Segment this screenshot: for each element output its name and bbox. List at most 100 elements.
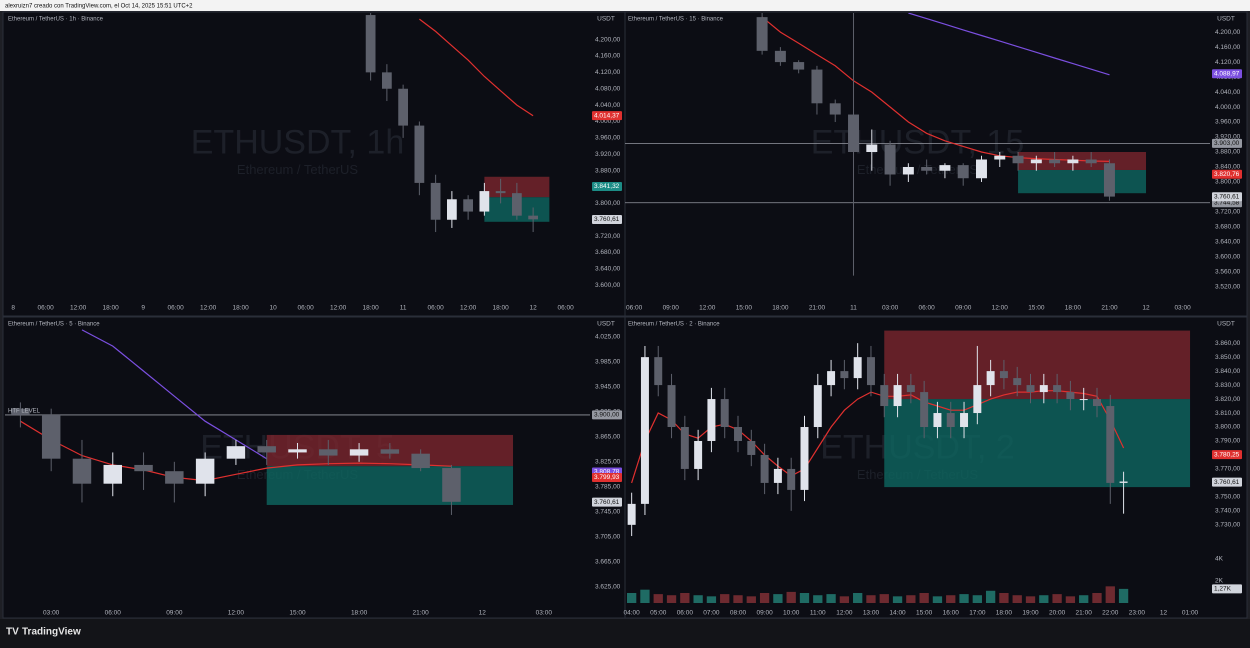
plot: [625, 13, 1210, 276]
y-tick-label: 4.000,00: [1215, 104, 1241, 111]
candle-body: [72, 458, 92, 484]
x-tick-label: 12: [479, 610, 487, 617]
price-tag: [1212, 450, 1242, 460]
plot: [365, 13, 550, 233]
price-tag-label: 3.841,32: [594, 183, 620, 190]
candle-body: [165, 471, 184, 484]
volume-bar: [999, 593, 1009, 603]
candle-body: [773, 468, 782, 483]
y-tick-label: 3.770,00: [1215, 466, 1241, 473]
x-tick-label: 11: [850, 305, 857, 312]
y-tick-label: 3.800,00: [595, 200, 621, 207]
x-tick-label: 06:00: [677, 610, 694, 617]
y-tick-label: 3.745,00: [595, 509, 621, 516]
y-tick-label: 3.520,00: [1215, 284, 1241, 291]
candle-body: [442, 468, 461, 502]
target-zone: [266, 466, 514, 505]
x-tick-label: 12:00: [460, 305, 477, 312]
candle-body: [694, 440, 703, 469]
x-tick-label: 06:00: [427, 305, 444, 312]
candle-body: [720, 399, 729, 428]
unit-box: [592, 318, 622, 328]
candle-body: [134, 464, 153, 472]
x-tick-label: 12: [530, 305, 538, 312]
volume-bar: [799, 593, 810, 603]
y-tick-label: 3.810,00: [1215, 410, 1241, 417]
candle-body: [1085, 159, 1097, 164]
x-tick-label: 03:00: [1174, 305, 1191, 312]
unit: USDT: [1217, 321, 1235, 328]
candle-body: [800, 427, 809, 490]
candle-body: [1093, 399, 1101, 407]
price-tag: [1212, 169, 1242, 179]
x-tick-label: 03:00: [43, 610, 60, 617]
volume-bar: [773, 594, 783, 603]
volume-tag: [1212, 584, 1242, 594]
brand-logo: TV: [6, 627, 19, 638]
hline-tag-label: 3.903,00: [1214, 140, 1240, 147]
unit: USDT: [597, 16, 615, 23]
candle-body: [774, 50, 786, 63]
plot: [5, 329, 590, 515]
y-tick-label: 3.640,00: [1215, 239, 1241, 246]
candle-body: [793, 62, 805, 70]
candle-body: [1106, 406, 1115, 483]
price-tag: [592, 111, 622, 121]
volume-bar: [906, 595, 916, 603]
x-tick-label: 12:00: [200, 305, 217, 312]
volume-tick-label: 4K: [1215, 555, 1224, 562]
x-tick-label: 09:00: [955, 305, 972, 312]
candle-body: [902, 166, 914, 175]
price-tag-label: 3.820,76: [1214, 171, 1240, 178]
x-tick-label: 11: [400, 305, 407, 312]
y-tick-label: 3.600,00: [1215, 254, 1241, 261]
price-tag-label: 3.760,61: [1214, 193, 1240, 200]
y-tick-label: 3.640,00: [595, 266, 621, 273]
candle-body: [960, 413, 969, 428]
y-tick-label: 3.720,00: [1215, 209, 1241, 216]
annotation: HTF LEVEL: [8, 408, 41, 414]
y-tick-label: 4.000,00: [595, 118, 621, 125]
volume-bar: [932, 596, 943, 603]
x-tick-label: 18:00: [102, 305, 119, 312]
y-tick-label: 3.680,00: [595, 249, 621, 256]
candle-body: [380, 449, 400, 454]
y-tick-label: 3.680,00: [1215, 224, 1241, 231]
y-tick-label: 4.160,00: [1215, 44, 1241, 51]
y-tick-label: 4.080,00: [595, 85, 621, 92]
candle-body: [495, 191, 506, 194]
y-tick-label: 3.850,00: [1215, 354, 1241, 361]
candle-body: [946, 413, 955, 428]
x-tick-label: 8: [11, 305, 15, 312]
price-tag: [592, 472, 622, 482]
candle-body: [414, 125, 425, 183]
price-tag: [1212, 69, 1242, 79]
candle-body: [756, 17, 768, 51]
candle-body: [1066, 392, 1075, 400]
x-tick-label: 21:00: [809, 305, 826, 312]
unit: USDT: [597, 321, 615, 328]
x-tick-label: 18:00: [772, 305, 789, 312]
candle-body: [654, 357, 663, 386]
x-tick-label: 06:00: [919, 305, 936, 312]
x-tick-label: 12:00: [70, 305, 87, 312]
hline-tag-label: 3.900,00: [594, 412, 620, 419]
hline-tag: [592, 410, 622, 420]
target-zone: [884, 399, 1191, 488]
x-tick-label: 01:00: [1182, 610, 1199, 617]
volume-bar: [826, 594, 836, 603]
volume-bar: [1118, 588, 1129, 603]
x-tick-label: 06:00: [557, 305, 574, 312]
y-tick-label: 3.985,00: [595, 358, 621, 365]
watermark-subtitle: Ethereum / TetherUS: [237, 162, 358, 177]
x-tick-label: 19:00: [1022, 610, 1039, 617]
volume-bar: [746, 596, 756, 603]
x-tick-label: 10: [270, 305, 278, 312]
candle-body: [479, 191, 490, 212]
candle-body: [11, 408, 30, 415]
panel-title: Ethereum / TetherUS · 15 · Binance: [628, 17, 724, 23]
candle-body: [939, 165, 951, 171]
candle-body: [627, 503, 636, 525]
moving-average: [908, 13, 1110, 76]
